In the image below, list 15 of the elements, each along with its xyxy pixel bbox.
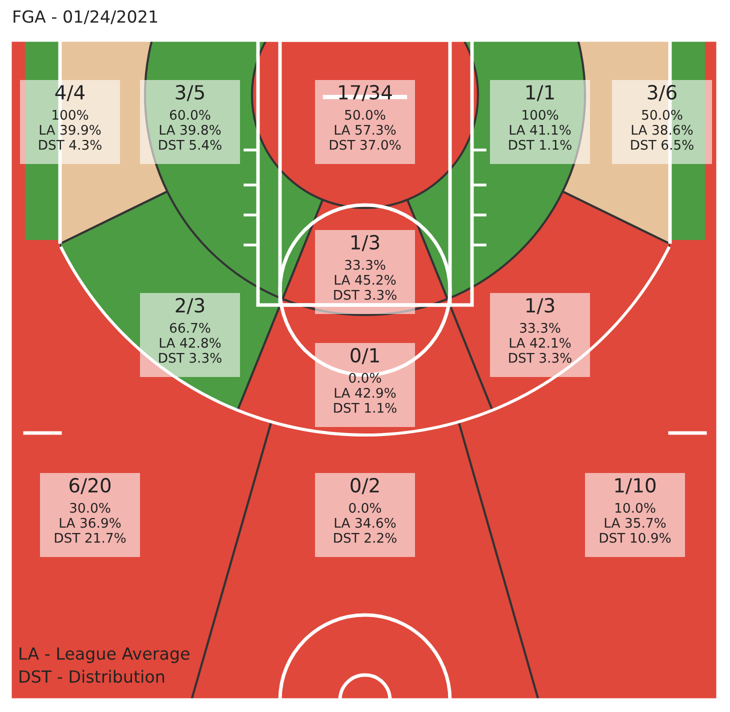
data-label: 4/4 100% LA 39.9% DST 4.3% [39, 85, 102, 150]
data-label: 6/20 30.0% LA 36.9% DST 21.7% [54, 478, 126, 543]
text: LA - League Average [20, 647, 190, 664]
data-label: 0/2 0.0% LA 34.6% DST 2.2% [334, 478, 396, 543]
data-label: 1/3 33.3% LA 45.2% DST 3.3% [334, 234, 396, 300]
text: FGA - 01/24/2021 [14, 10, 158, 24]
data-label: 1/10 10.0% LA 35.7% DST 10.9% [600, 478, 671, 543]
data-label: 1/1 100% LA 41.1% DST 1.1% [509, 85, 572, 150]
data-label: 1/3 33.3% LA 42.1% DST 3.3% [509, 298, 572, 363]
data-label: 0/1 0.0% LA 42.9% DST 1.1% [334, 348, 396, 413]
data-label: 2/3 66.7% LA 42.8% DST 3.3% [159, 298, 222, 363]
data-label: 17/34 50.0% LA 57.3% DST 37.0% [330, 84, 401, 150]
data-label: 3/6 50.0% LA 38.6% DST 6.5% [631, 84, 694, 150]
text: DST - Distribution [20, 670, 164, 683]
data-label: 3/5 60.0% LA 39.8% DST 5.4% [159, 84, 222, 150]
